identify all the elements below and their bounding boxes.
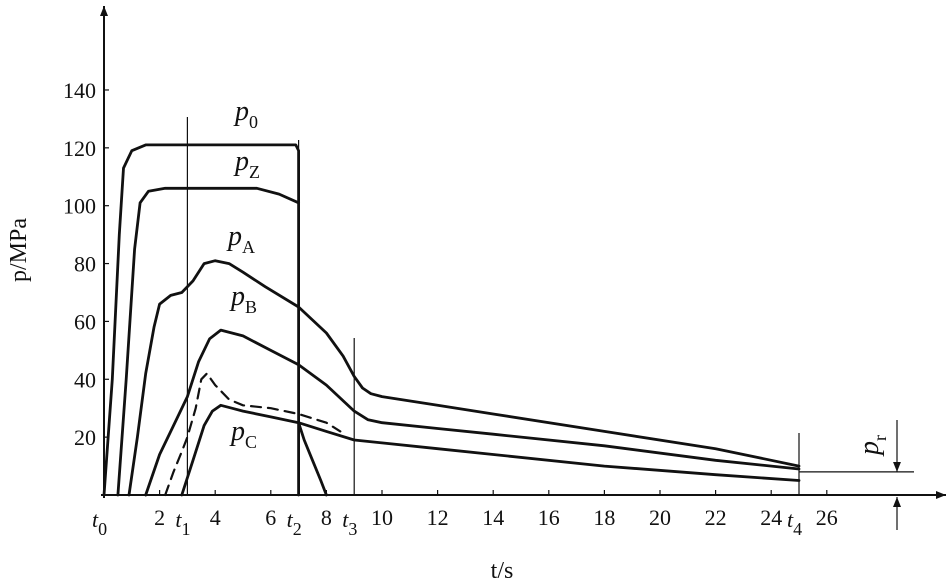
y-axis-label: p/MPa	[6, 218, 32, 282]
curve-pZ-tail	[297, 421, 328, 497]
label-residual: pr	[854, 435, 890, 457]
x-tick-label: 18	[593, 505, 615, 530]
label-pB: pB	[229, 281, 257, 317]
curve-pZ	[116, 186, 300, 497]
label-pA: pA	[226, 221, 255, 257]
x-tick-label: 22	[705, 505, 727, 530]
x-tick-label: 20	[649, 505, 671, 530]
x-tick-label: 4	[210, 505, 221, 530]
y-tick-label: 100	[63, 194, 96, 219]
y-tick-label: 120	[63, 136, 96, 161]
curve-pC	[180, 403, 801, 497]
y-tick-label: 20	[74, 425, 96, 450]
marker-label-t3: t3	[342, 507, 357, 539]
time-markers: t0 t1 t2 t3 t4	[92, 117, 802, 539]
x-tick-label: 26	[816, 505, 838, 530]
curve-pB	[144, 328, 801, 497]
marker-label-t0: t0	[92, 507, 107, 539]
x-tick-label: 24	[760, 505, 782, 530]
x-tick-labels: 2 4 6 8 10 12 14 16 18 20 22 24 26	[154, 490, 838, 530]
marker-label-t2: t2	[287, 507, 302, 539]
curve-pA	[127, 259, 801, 497]
residual-pressure: pr	[799, 420, 914, 530]
x-tick-label: 10	[371, 505, 393, 530]
y-tick-label: 40	[74, 367, 96, 392]
label-p0: p0	[233, 96, 258, 132]
y-tick-label: 80	[74, 252, 96, 277]
curve-p0	[102, 143, 300, 497]
label-pC: pC	[229, 416, 257, 452]
x-tick-label: 12	[427, 505, 449, 530]
pressure-curves	[102, 143, 801, 497]
label-pZ: pZ	[233, 146, 260, 182]
marker-label-t1: t1	[175, 507, 190, 539]
y-tick-labels: 20 40 60 80 100 120 140	[63, 78, 109, 450]
series-labels: p0 pZ pA pB pC	[226, 96, 260, 452]
x-tick-label: 16	[538, 505, 560, 530]
y-tick-label: 140	[63, 78, 96, 103]
curve-dashed	[164, 372, 342, 497]
x-tick-label: 8	[321, 505, 332, 530]
axes	[100, 6, 946, 499]
x-tick-label: 6	[265, 505, 276, 530]
y-tick-label: 60	[74, 309, 96, 334]
x-tick-label: 14	[482, 505, 504, 530]
x-tick-label: 2	[154, 505, 165, 530]
marker-label-t4: t4	[787, 507, 802, 539]
x-axis-label: t/s	[491, 558, 514, 584]
